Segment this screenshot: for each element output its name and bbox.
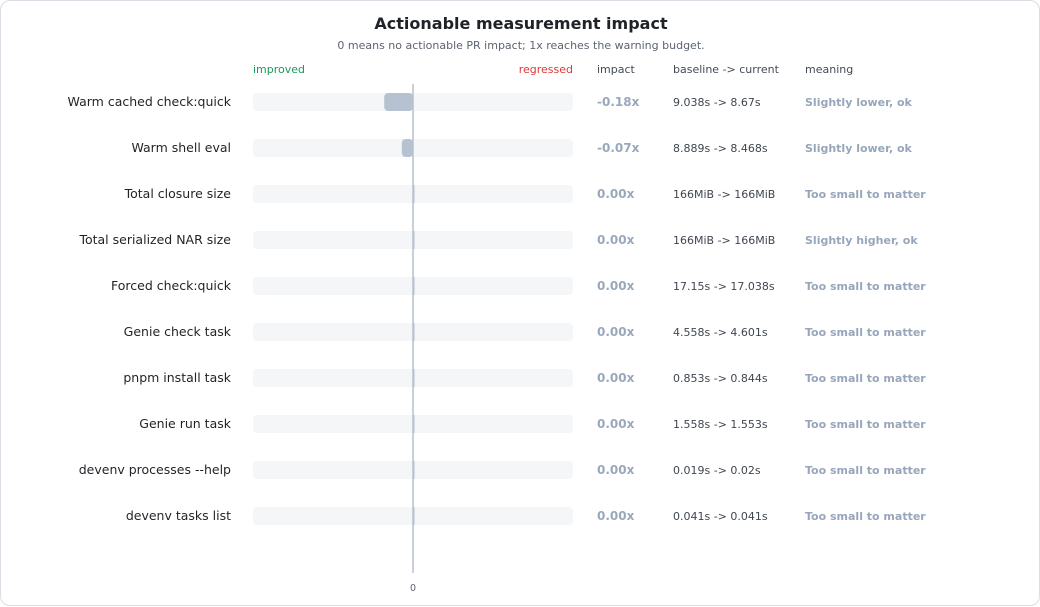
row-label: devenv processes --help bbox=[79, 462, 231, 477]
meaning-value: Too small to matter bbox=[805, 372, 926, 385]
impact-value: 0.00x bbox=[597, 279, 635, 293]
impact-column-header: impact bbox=[597, 63, 636, 76]
baseline-current-value: 17.15s -> 17.038s bbox=[673, 280, 775, 293]
improved-direction-label: improved bbox=[253, 63, 305, 76]
row-label: Genie check task bbox=[124, 324, 232, 339]
meaning-value: Too small to matter bbox=[805, 464, 926, 477]
impact-value: -0.07x bbox=[597, 141, 640, 155]
impact-bar bbox=[384, 93, 413, 111]
baseline-current-value: 0.041s -> 0.041s bbox=[673, 510, 768, 523]
impact-value: -0.18x bbox=[597, 95, 640, 109]
meaning-value: Too small to matter bbox=[805, 280, 926, 293]
row-label: Forced check:quick bbox=[111, 278, 232, 293]
baseline-current-value: 9.038s -> 8.67s bbox=[673, 96, 761, 109]
meaning-value: Slightly lower, ok bbox=[805, 142, 913, 155]
meaning-column-header: meaning bbox=[805, 63, 853, 76]
row-label: Genie run task bbox=[139, 416, 231, 431]
row-label: pnpm install task bbox=[123, 370, 231, 385]
meaning-value: Too small to matter bbox=[805, 418, 926, 431]
row-label: Total closure size bbox=[124, 186, 232, 201]
chart-subtitle: 0 means no actionable PR impact; 1x reac… bbox=[337, 39, 704, 52]
row-label: Warm cached check:quick bbox=[68, 94, 232, 109]
meaning-value: Too small to matter bbox=[805, 510, 926, 523]
row-label: Total serialized NAR size bbox=[78, 232, 231, 247]
regressed-direction-label: regressed bbox=[519, 63, 573, 76]
row-label: Warm shell eval bbox=[131, 140, 231, 155]
impact-value: 0.00x bbox=[597, 371, 635, 385]
chart-rows: Warm cached check:quick -0.18x 9.038s -> 8… bbox=[68, 93, 926, 525]
meaning-value: Slightly lower, ok bbox=[805, 96, 913, 109]
baseline-current-value: 166MiB -> 166MiB bbox=[673, 234, 775, 247]
baseline-current-value: 166MiB -> 166MiB bbox=[673, 188, 775, 201]
row-label: devenv tasks list bbox=[126, 508, 231, 523]
zero-tick-label: 0 bbox=[410, 583, 416, 594]
meaning-value: Too small to matter bbox=[805, 188, 926, 201]
baseline-current-value: 4.558s -> 4.601s bbox=[673, 326, 768, 339]
impact-value: 0.00x bbox=[597, 187, 635, 201]
chart-title: Actionable measurement impact bbox=[374, 14, 668, 33]
delta-column-header: baseline -> current bbox=[673, 63, 780, 76]
impact-value: 0.00x bbox=[597, 463, 635, 477]
baseline-current-value: 0.019s -> 0.02s bbox=[673, 464, 761, 477]
baseline-current-value: 8.889s -> 8.468s bbox=[673, 142, 768, 155]
impact-bar bbox=[401, 139, 413, 157]
baseline-current-value: 0.853s -> 0.844s bbox=[673, 372, 768, 385]
impact-value: 0.00x bbox=[597, 417, 635, 431]
impact-value: 0.00x bbox=[597, 325, 635, 339]
meaning-value: Too small to matter bbox=[805, 326, 926, 339]
meaning-value: Slightly higher, ok bbox=[805, 234, 918, 247]
impact-value: 0.00x bbox=[597, 509, 635, 523]
baseline-current-value: 1.558s -> 1.553s bbox=[673, 418, 768, 431]
impact-value: 0.00x bbox=[597, 233, 635, 247]
